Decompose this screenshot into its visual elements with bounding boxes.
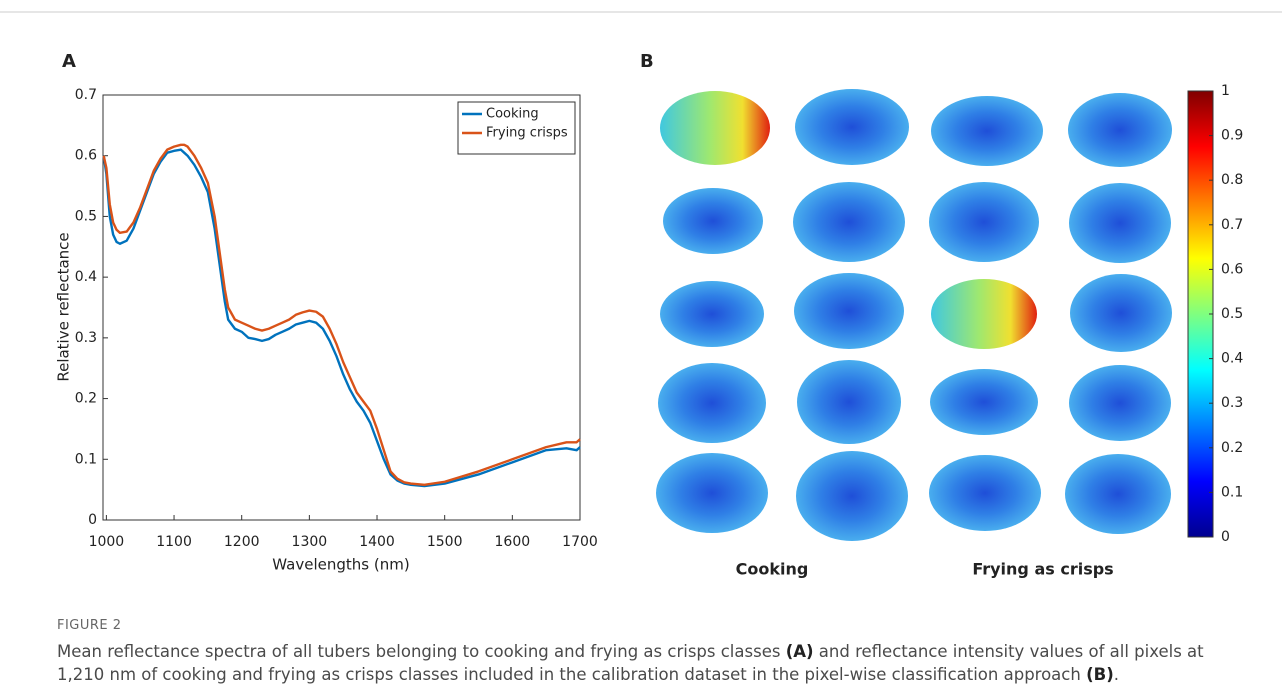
y-tick-label: 0.4 <box>75 269 97 285</box>
tuber-image <box>656 453 768 533</box>
tuber-image <box>1068 93 1172 167</box>
y-tick-label: 0.2 <box>75 391 97 407</box>
figure-label: FIGURE 2 <box>57 618 122 633</box>
plot-frame <box>103 95 580 520</box>
tuber-image <box>1069 183 1171 263</box>
colorbar-tick-label: 0.1 <box>1221 484 1243 500</box>
colorbar-tick-label: 0.9 <box>1221 128 1243 144</box>
tuber-image <box>929 455 1041 531</box>
figure: A B Wavelengths (nm) Relative reflectanc… <box>0 0 1282 610</box>
colorbar-tick-label: 0.8 <box>1221 172 1243 188</box>
y-tick-label: 0 <box>88 512 97 528</box>
panel-label: A <box>62 51 76 72</box>
colorbar-tick-label: 1 <box>1221 83 1230 99</box>
x-tick-label: 1400 <box>359 534 395 550</box>
group-label: Cooking <box>736 560 809 579</box>
x-tick-label: 1300 <box>292 534 328 550</box>
tuber-image <box>929 182 1039 262</box>
x-axis-label: Wavelengths (nm) <box>272 556 409 574</box>
tuber-image <box>797 360 901 444</box>
colorbar-tick-label: 0.6 <box>1221 261 1243 277</box>
tuber-image <box>796 451 908 541</box>
tuber-image <box>1069 365 1171 441</box>
group-label: Frying as crisps <box>972 560 1113 579</box>
tuber-image <box>931 279 1037 349</box>
x-tick-label: 1700 <box>562 534 598 550</box>
caption-ref: (B) <box>1086 665 1114 684</box>
tuber-image <box>660 91 770 165</box>
series-line <box>104 145 580 485</box>
colorbar-tick-label: 0.7 <box>1221 217 1243 233</box>
tuber-image <box>930 369 1038 435</box>
colorbar-tick-label: 0 <box>1221 529 1230 545</box>
x-tick-label: 1000 <box>89 534 125 550</box>
figure-caption: Mean reflectance spectra of all tubers b… <box>57 640 1247 686</box>
legend-label: Cooking <box>486 107 539 122</box>
legend-label: Frying crisps <box>486 126 568 141</box>
y-tick-label: 0.3 <box>75 330 97 346</box>
series-line <box>104 150 580 486</box>
tuber-image <box>1065 454 1171 534</box>
y-axis-label: Relative reflectance <box>55 232 73 381</box>
tuber-image <box>663 188 763 254</box>
tuber-image <box>1070 274 1172 352</box>
colorbar-tick-label: 0.2 <box>1221 440 1243 456</box>
colorbar-tick-label: 0.4 <box>1221 351 1243 367</box>
x-tick-label: 1500 <box>427 534 463 550</box>
x-tick-label: 1600 <box>495 534 531 550</box>
x-tick-label: 1200 <box>224 534 260 550</box>
y-tick-label: 0.5 <box>75 208 97 224</box>
caption-text: Mean reflectance spectra of all tubers b… <box>57 642 786 661</box>
tuber-image <box>660 281 764 347</box>
colorbar-tick-label: 0.3 <box>1221 395 1243 411</box>
tuber-image <box>795 89 909 165</box>
tuber-image <box>794 273 904 349</box>
tuber-image <box>931 96 1043 166</box>
panel-label: B <box>640 51 654 72</box>
y-tick-label: 0.7 <box>75 87 97 103</box>
y-tick-label: 0.6 <box>75 148 97 164</box>
tuber-images <box>656 89 1172 541</box>
colorbar-tick-label: 0.5 <box>1221 306 1243 322</box>
caption-ref: (A) <box>786 642 814 661</box>
page: {"chart_data": {"type": "line", "panel_l… <box>0 0 1282 689</box>
x-tick-label: 1100 <box>156 534 192 550</box>
tuber-image <box>658 363 766 443</box>
caption-text: . <box>1114 665 1119 684</box>
tuber-image <box>793 182 905 262</box>
y-tick-label: 0.1 <box>75 451 97 467</box>
